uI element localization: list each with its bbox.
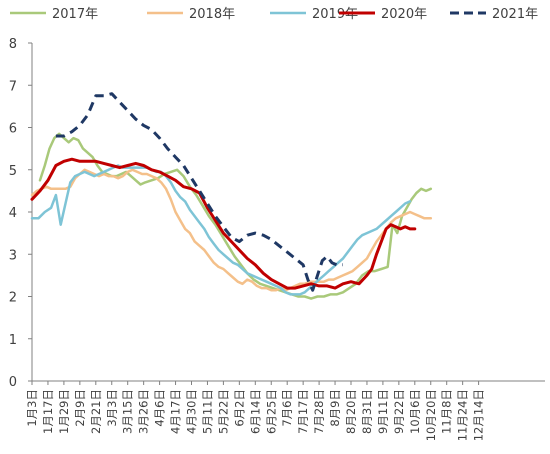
legend-label: 2019年 <box>312 7 358 22</box>
x-tick-label: 6月2日 <box>232 389 246 427</box>
x-tick-label: 3月15日 <box>121 389 135 434</box>
y-tick-label: 3 <box>9 248 17 263</box>
series-line-2019年 <box>30 164 412 296</box>
x-tick-label: 3月3日 <box>105 389 119 427</box>
x-tick-label: 11月8日 <box>440 389 454 434</box>
x-tick-label: 6月14日 <box>248 389 262 434</box>
x-tick-label: 4月6日 <box>153 389 167 427</box>
series-line-2017年 <box>38 132 433 300</box>
y-tick-label: 0 <box>9 375 17 390</box>
series-line-2021年 <box>55 92 343 292</box>
x-tick-label: 1月17日 <box>41 389 55 434</box>
series-line-2020年 <box>30 157 417 290</box>
legend-label: 2020年 <box>381 7 427 22</box>
x-tick-label: 1月3日 <box>25 389 39 427</box>
x-tick-label: 8月31日 <box>360 389 374 434</box>
x-tick-label: 1月29日 <box>57 389 71 434</box>
x-tick-label: 7月28日 <box>312 389 326 434</box>
x-tick-label: 4月17日 <box>169 389 183 434</box>
x-tick-label: 10月6日 <box>408 389 422 434</box>
series-line-2018年 <box>30 168 433 292</box>
legend-label: 2018年 <box>189 7 235 22</box>
x-tick-label: 5月22日 <box>216 389 230 434</box>
x-tick-label: 9月22日 <box>392 389 406 434</box>
x-tick-label: 12月14日 <box>472 389 486 441</box>
y-tick-label: 1 <box>9 333 17 348</box>
x-tick-label: 10月20日 <box>424 389 438 441</box>
y-tick-label: 7 <box>9 79 17 94</box>
legend-label: 2021年 <box>492 7 538 22</box>
legend-label: 2017年 <box>52 7 98 22</box>
x-tick-label: 11月24日 <box>456 389 470 441</box>
x-tick-label: 6月25日 <box>264 389 278 434</box>
x-tick-label: 9月11日 <box>376 389 390 434</box>
x-tick-label: 7月6日 <box>280 389 294 427</box>
x-tick-label: 2月9日 <box>73 389 87 427</box>
x-tick-label: 3月26日 <box>137 389 151 434</box>
x-tick-label: 8月9日 <box>328 389 342 427</box>
y-tick-label: 2 <box>9 291 17 306</box>
x-tick-label: 2月21日 <box>89 389 103 434</box>
y-tick-label: 5 <box>9 164 17 179</box>
x-tick-label: 7月17日 <box>296 389 310 434</box>
y-tick-label: 6 <box>9 122 17 137</box>
y-tick-label: 4 <box>9 206 17 221</box>
y-tick-label: 8 <box>9 37 17 52</box>
x-tick-label: 5月11日 <box>200 389 214 434</box>
x-tick-label: 8月20日 <box>344 389 358 434</box>
x-tick-label: 4月30日 <box>185 389 199 434</box>
